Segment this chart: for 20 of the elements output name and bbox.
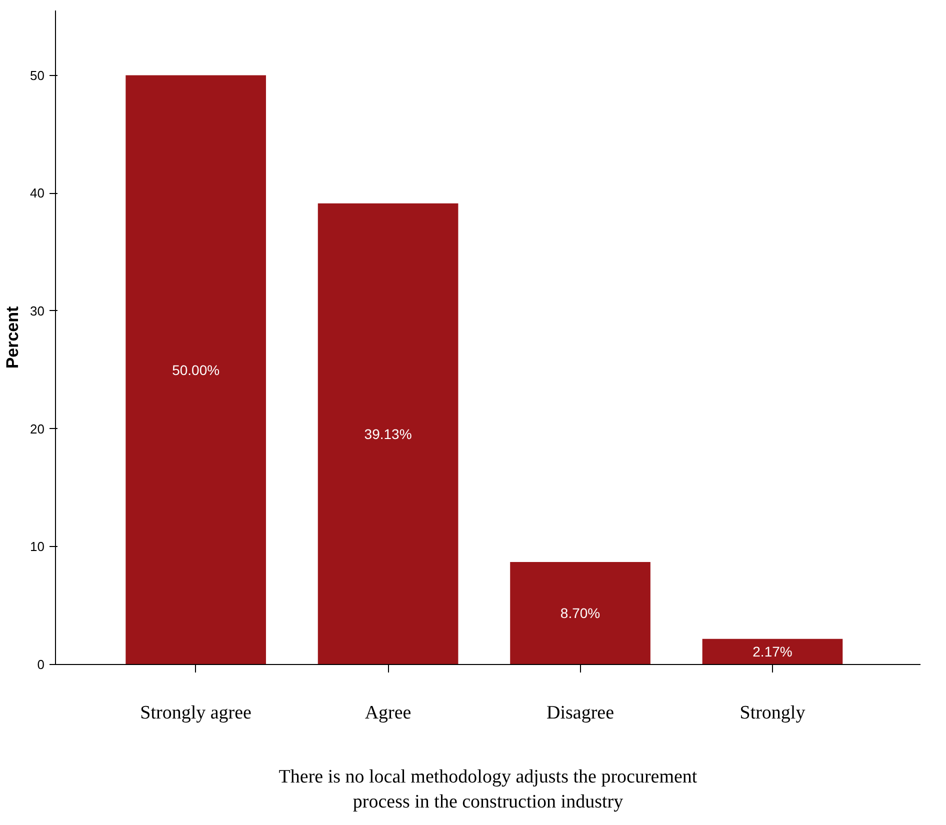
y-tick-label: 0 bbox=[37, 657, 45, 672]
bar bbox=[702, 638, 843, 664]
x-axis-title: There is no local methodology adjusts the procurement process in the construction industry bbox=[278, 766, 698, 813]
y-tick-label: 40 bbox=[30, 186, 45, 201]
y-tick-label: 10 bbox=[30, 539, 45, 554]
data-label: 2.17% bbox=[752, 644, 792, 660]
y-tick-label: 30 bbox=[30, 303, 45, 318]
x-tick-label: Agree bbox=[364, 702, 412, 724]
bar bbox=[126, 75, 266, 664]
bar bbox=[318, 203, 458, 664]
y-axis-title: Percent bbox=[3, 306, 22, 369]
data-label: 39.13% bbox=[364, 426, 412, 442]
x-tick-label: Disagree bbox=[546, 702, 614, 724]
y-tick-label: 20 bbox=[30, 421, 45, 436]
data-label: 8.70% bbox=[560, 605, 600, 622]
x-tick-label: Strongly agree bbox=[140, 702, 252, 724]
bar bbox=[510, 562, 650, 664]
y-tick-label: 50 bbox=[30, 68, 45, 83]
data-label: 50.00% bbox=[172, 362, 220, 378]
x-tick-label: Strongly bbox=[740, 702, 806, 724]
